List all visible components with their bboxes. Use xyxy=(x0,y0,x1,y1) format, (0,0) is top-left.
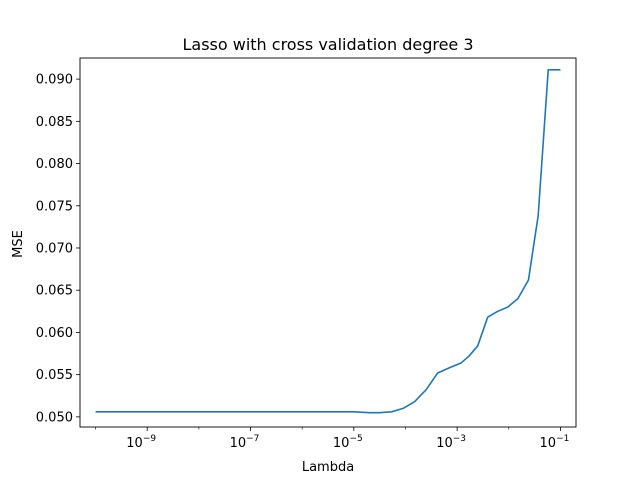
plot-area: 0.050 0.055 0.060 0.065 0.070 0.075 0.080 0.085… xyxy=(36,57,577,451)
x-tick-label: 10−3 xyxy=(436,434,466,451)
x-tick-label: 10−1 xyxy=(540,434,570,451)
x-tick-label: 10−9 xyxy=(126,434,156,451)
x-tick-label: 10−5 xyxy=(333,434,363,451)
y-tick-label: 0.090 xyxy=(36,73,73,88)
y-tick-label: 0.060 xyxy=(36,326,73,341)
y-tick-label: 0.070 xyxy=(36,241,73,256)
y-tick-label: 0.075 xyxy=(36,199,73,214)
axes-frame xyxy=(79,57,577,428)
x-axis-label: Lambda xyxy=(302,460,354,475)
y-tick-label: 0.085 xyxy=(36,115,73,130)
y-tick-label: 0.050 xyxy=(36,410,73,425)
y-tick-label: 0.080 xyxy=(36,157,73,172)
chart-title: Lasso with cross validation degree 3 xyxy=(182,35,473,54)
y-axis-label: MSE xyxy=(11,230,26,258)
y-tick-label: 0.065 xyxy=(36,284,73,299)
x-tick-label: 10−7 xyxy=(230,434,260,451)
series-line-0 xyxy=(95,69,561,414)
y-tick-label: 0.055 xyxy=(36,368,73,383)
